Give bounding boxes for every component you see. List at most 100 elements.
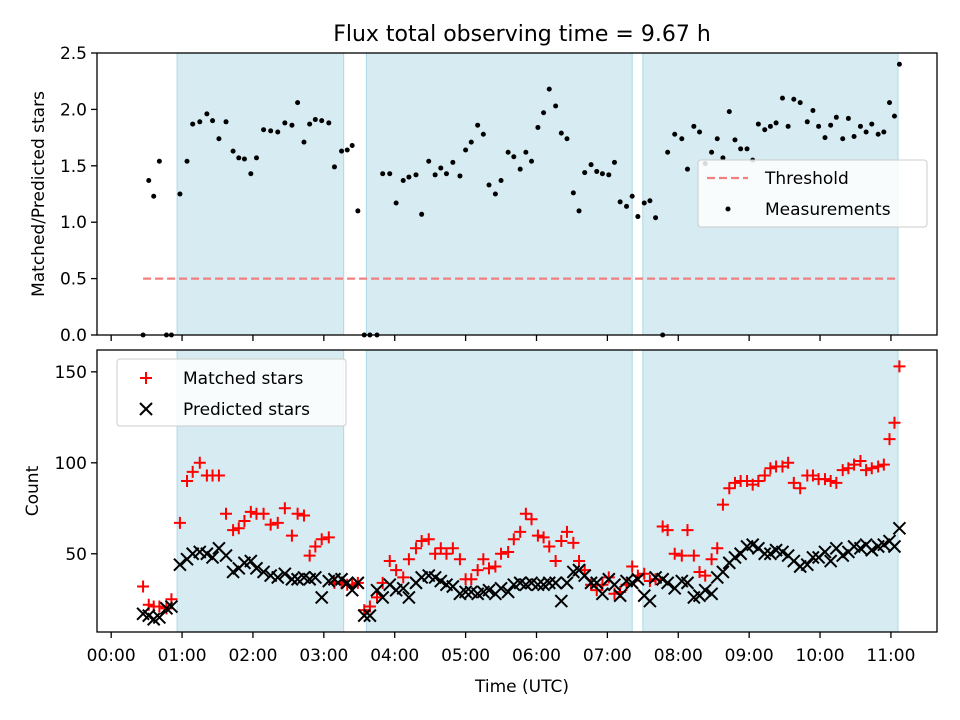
matched-star-marker: [578, 564, 591, 577]
measurement-point: [679, 136, 685, 142]
predicted-star-marker: [173, 557, 187, 572]
top-x-ticks: [110, 335, 892, 341]
matched-star-marker: [303, 549, 316, 562]
matched-star-marker: [711, 542, 724, 555]
measurement-point: [492, 191, 498, 197]
matched-star-marker: [453, 553, 466, 566]
matched-star-marker: [543, 540, 556, 553]
matched-star-marker: [507, 533, 520, 546]
measurement-point: [857, 123, 863, 129]
matched-star-marker: [322, 531, 335, 544]
predicted-star-marker: [285, 572, 299, 586]
x-tick-label: 01:00: [158, 646, 207, 666]
matched-star-marker: [422, 533, 435, 546]
matched-star-marker: [137, 580, 150, 593]
measurement-point: [230, 148, 236, 154]
legend-matched-label: Matched stars: [183, 369, 303, 389]
matched-star-marker: [181, 474, 194, 487]
measurement-point: [891, 113, 897, 119]
measurement-point: [248, 171, 254, 177]
predicted-star-marker: [613, 588, 627, 603]
matched-star-marker: [872, 460, 885, 473]
x-tick-label: 09:00: [725, 646, 774, 666]
measurement-point: [863, 129, 869, 135]
top-panel: 0.0 0.5 1.0 1.5 2.0 2.5 Matched/Predicted sta…: [29, 44, 938, 346]
measurement-point: [714, 136, 720, 142]
measurement-point: [816, 123, 822, 129]
measurement-point: [457, 173, 463, 179]
measurement-point: [355, 208, 361, 214]
measurement-point: [665, 149, 671, 155]
x-tick-label: 04:00: [370, 646, 419, 666]
measurement-point: [511, 154, 517, 160]
matched-star-marker: [429, 547, 442, 560]
predicted-star-marker: [458, 585, 473, 599]
matched-star-marker: [220, 507, 233, 520]
measurement-point: [177, 191, 183, 197]
x-tick-label: 08:00: [654, 646, 703, 666]
top-legend-box: [697, 159, 928, 228]
matched-star-marker: [560, 525, 573, 538]
matched-star-marker: [860, 464, 873, 477]
top-y-axis-label: Matched/Predicted stars: [29, 91, 49, 297]
measurement-point: [156, 158, 162, 164]
matched-star-marker: [555, 535, 568, 548]
predicted-star-marker: [244, 554, 258, 568]
bottom-legend: Matched stars Predicted stars: [116, 358, 347, 427]
predicted-star-marker: [345, 583, 359, 597]
measurement-point: [611, 159, 617, 165]
measurement-point: [339, 148, 345, 154]
matched-star-marker: [446, 542, 459, 555]
x-tick-label: 10:00: [796, 646, 845, 666]
matched-star-marker: [212, 469, 225, 482]
predicted-star-marker: [278, 567, 292, 581]
matched-star-marker: [537, 531, 550, 544]
measurement-point: [498, 177, 504, 183]
predicted-star-marker: [205, 550, 220, 565]
top-observing-window-2: [365, 52, 633, 336]
top-y-tick-label: 1.0: [60, 213, 87, 233]
measurement-point: [732, 137, 738, 143]
predicted-star-marker: [643, 594, 657, 608]
bottom-y-axis: 50 100 150: [55, 363, 97, 565]
predicted-star-marker: [631, 572, 645, 586]
matched-star-marker: [716, 498, 729, 511]
legend-threshold-label: Threshold: [764, 169, 849, 189]
measurement-point: [588, 162, 594, 168]
measurement-point: [576, 208, 582, 214]
matched-star-marker: [590, 584, 603, 597]
measurement-point: [413, 172, 419, 178]
legend-predicted-label: Predicted stars: [183, 400, 310, 420]
matched-star-marker: [309, 540, 322, 553]
measurement-point: [744, 146, 750, 152]
predicted-star-marker: [219, 548, 233, 563]
predicted-star-marker: [595, 587, 610, 601]
measurement-point: [426, 158, 432, 164]
measurement-point: [380, 171, 386, 177]
measurement-point: [204, 111, 210, 117]
measurement-point: [261, 127, 267, 133]
measurement-point: [641, 200, 647, 206]
measurement-point: [896, 61, 902, 67]
predicted-star-marker: [800, 557, 814, 572]
predicted-star-marker: [494, 581, 508, 596]
measurement-point: [624, 203, 630, 209]
matched-star-marker: [649, 573, 662, 586]
measurement-point: [406, 174, 412, 180]
measurement-point: [468, 139, 474, 145]
predicted-star-marker: [554, 594, 569, 608]
measurement-point: [241, 156, 247, 162]
top-axes-frame: [96, 52, 938, 336]
x-axis-label: Time (UTC): [474, 677, 569, 697]
measurement-point: [582, 170, 588, 176]
predicted-star-marker: [256, 565, 271, 579]
measurement-point: [307, 121, 313, 127]
top-y-tick-label: 0.5: [60, 270, 87, 290]
matched-star-marker: [854, 454, 867, 467]
measurement-point: [393, 200, 399, 206]
measurement-point: [629, 193, 635, 199]
bottom-y-axis-label: Count: [23, 465, 43, 516]
predicted-star-marker: [249, 561, 264, 576]
measurement-point: [438, 165, 444, 171]
